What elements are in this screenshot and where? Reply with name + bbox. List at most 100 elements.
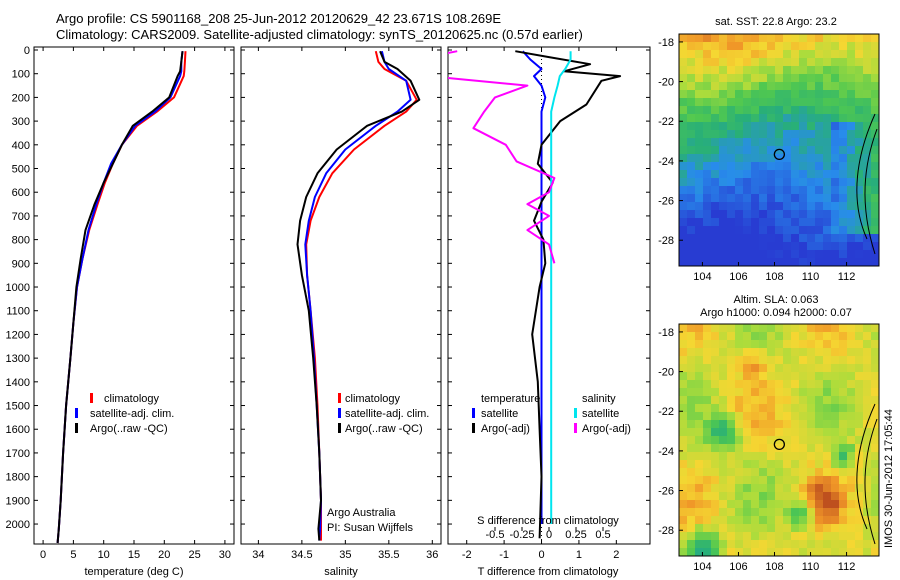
map-cell — [711, 258, 719, 266]
map-cell — [743, 364, 751, 372]
map-cell — [807, 348, 815, 356]
map-cell — [871, 122, 879, 130]
map-cell — [871, 532, 879, 540]
map-cell — [719, 210, 727, 218]
legend-label-argo: Argo(..raw -QC) — [345, 423, 423, 435]
map-cell — [783, 396, 791, 404]
map-cell — [871, 170, 879, 178]
map-cell — [839, 324, 847, 332]
map-cell — [759, 74, 767, 82]
map-cell — [799, 178, 807, 186]
map-cell — [815, 388, 823, 396]
map-cell — [719, 218, 727, 226]
map-cell — [695, 178, 703, 186]
map-cell — [719, 332, 727, 340]
map-cell — [719, 404, 727, 412]
map-cell — [695, 364, 703, 372]
map-cell — [703, 540, 711, 548]
s-diff-tick-label: -0.5 — [486, 529, 505, 541]
map-cell — [839, 242, 847, 250]
map-cell — [759, 42, 767, 50]
map-cell — [823, 258, 831, 266]
map-cell — [871, 428, 879, 436]
map-cell — [847, 210, 855, 218]
map-cell — [815, 74, 823, 82]
map-cell — [711, 356, 719, 364]
map-cell — [711, 194, 719, 202]
map-cell — [727, 66, 735, 74]
map-cell — [727, 226, 735, 234]
map-cell — [767, 170, 775, 178]
map-cell — [687, 508, 695, 516]
map-cell — [751, 412, 759, 420]
map-cell — [687, 356, 695, 364]
map-cell — [743, 436, 751, 444]
map-cell — [863, 186, 871, 194]
argo-position-marker — [773, 438, 786, 451]
map-cell — [871, 524, 879, 532]
map-cell — [799, 412, 807, 420]
map-cell — [703, 524, 711, 532]
map-cell — [815, 500, 823, 508]
map-cell — [727, 186, 735, 194]
map-cell — [863, 332, 871, 340]
map-cell — [751, 34, 759, 42]
map-cell — [791, 154, 799, 162]
map-cell — [711, 210, 719, 218]
map-cell — [823, 476, 831, 484]
map-cell — [719, 250, 727, 258]
map-cell — [815, 468, 823, 476]
map-cell — [735, 444, 743, 452]
map-cell — [871, 516, 879, 524]
map-cell — [799, 532, 807, 540]
map-cell — [807, 380, 815, 388]
map-cell — [855, 476, 863, 484]
map-cell — [743, 122, 751, 130]
map-cell — [751, 548, 759, 556]
map-cell — [751, 348, 759, 356]
map-cell — [855, 98, 863, 106]
map-cell — [703, 444, 711, 452]
map-cell — [831, 484, 839, 492]
map-cell — [823, 162, 831, 170]
map-cell — [751, 234, 759, 242]
map-cell — [815, 460, 823, 468]
map-cell — [863, 138, 871, 146]
map-cell — [767, 500, 775, 508]
map-cell — [783, 82, 791, 90]
map-cell — [759, 138, 767, 146]
map-cell — [711, 332, 719, 340]
map-cell — [783, 226, 791, 234]
map-cell — [767, 114, 775, 122]
depth-tick-label: 1600 — [6, 424, 30, 436]
map-cell — [815, 186, 823, 194]
map-cell — [831, 332, 839, 340]
map-cell — [751, 356, 759, 364]
map-cell — [695, 484, 703, 492]
map-cell — [743, 242, 751, 250]
map-cell — [679, 348, 687, 356]
map-cell — [807, 218, 815, 226]
map-cell — [695, 460, 703, 468]
map-cell — [863, 476, 871, 484]
map-cell — [783, 388, 791, 396]
map-cell — [791, 50, 799, 58]
map-cell — [807, 340, 815, 348]
map-cell — [703, 356, 711, 364]
map-cell — [847, 50, 855, 58]
map-cell — [695, 162, 703, 170]
map-cell — [735, 524, 743, 532]
map-cell — [695, 98, 703, 106]
map-cell — [743, 476, 751, 484]
map-cell — [679, 428, 687, 436]
map-cell — [791, 98, 799, 106]
map-cell — [767, 524, 775, 532]
map-cell — [839, 82, 847, 90]
map-cell — [823, 364, 831, 372]
map-cell — [871, 492, 879, 500]
map-cell — [839, 436, 847, 444]
map-cell — [695, 412, 703, 420]
map-cell — [703, 348, 711, 356]
map-cell — [831, 492, 839, 500]
map-cell — [855, 202, 863, 210]
